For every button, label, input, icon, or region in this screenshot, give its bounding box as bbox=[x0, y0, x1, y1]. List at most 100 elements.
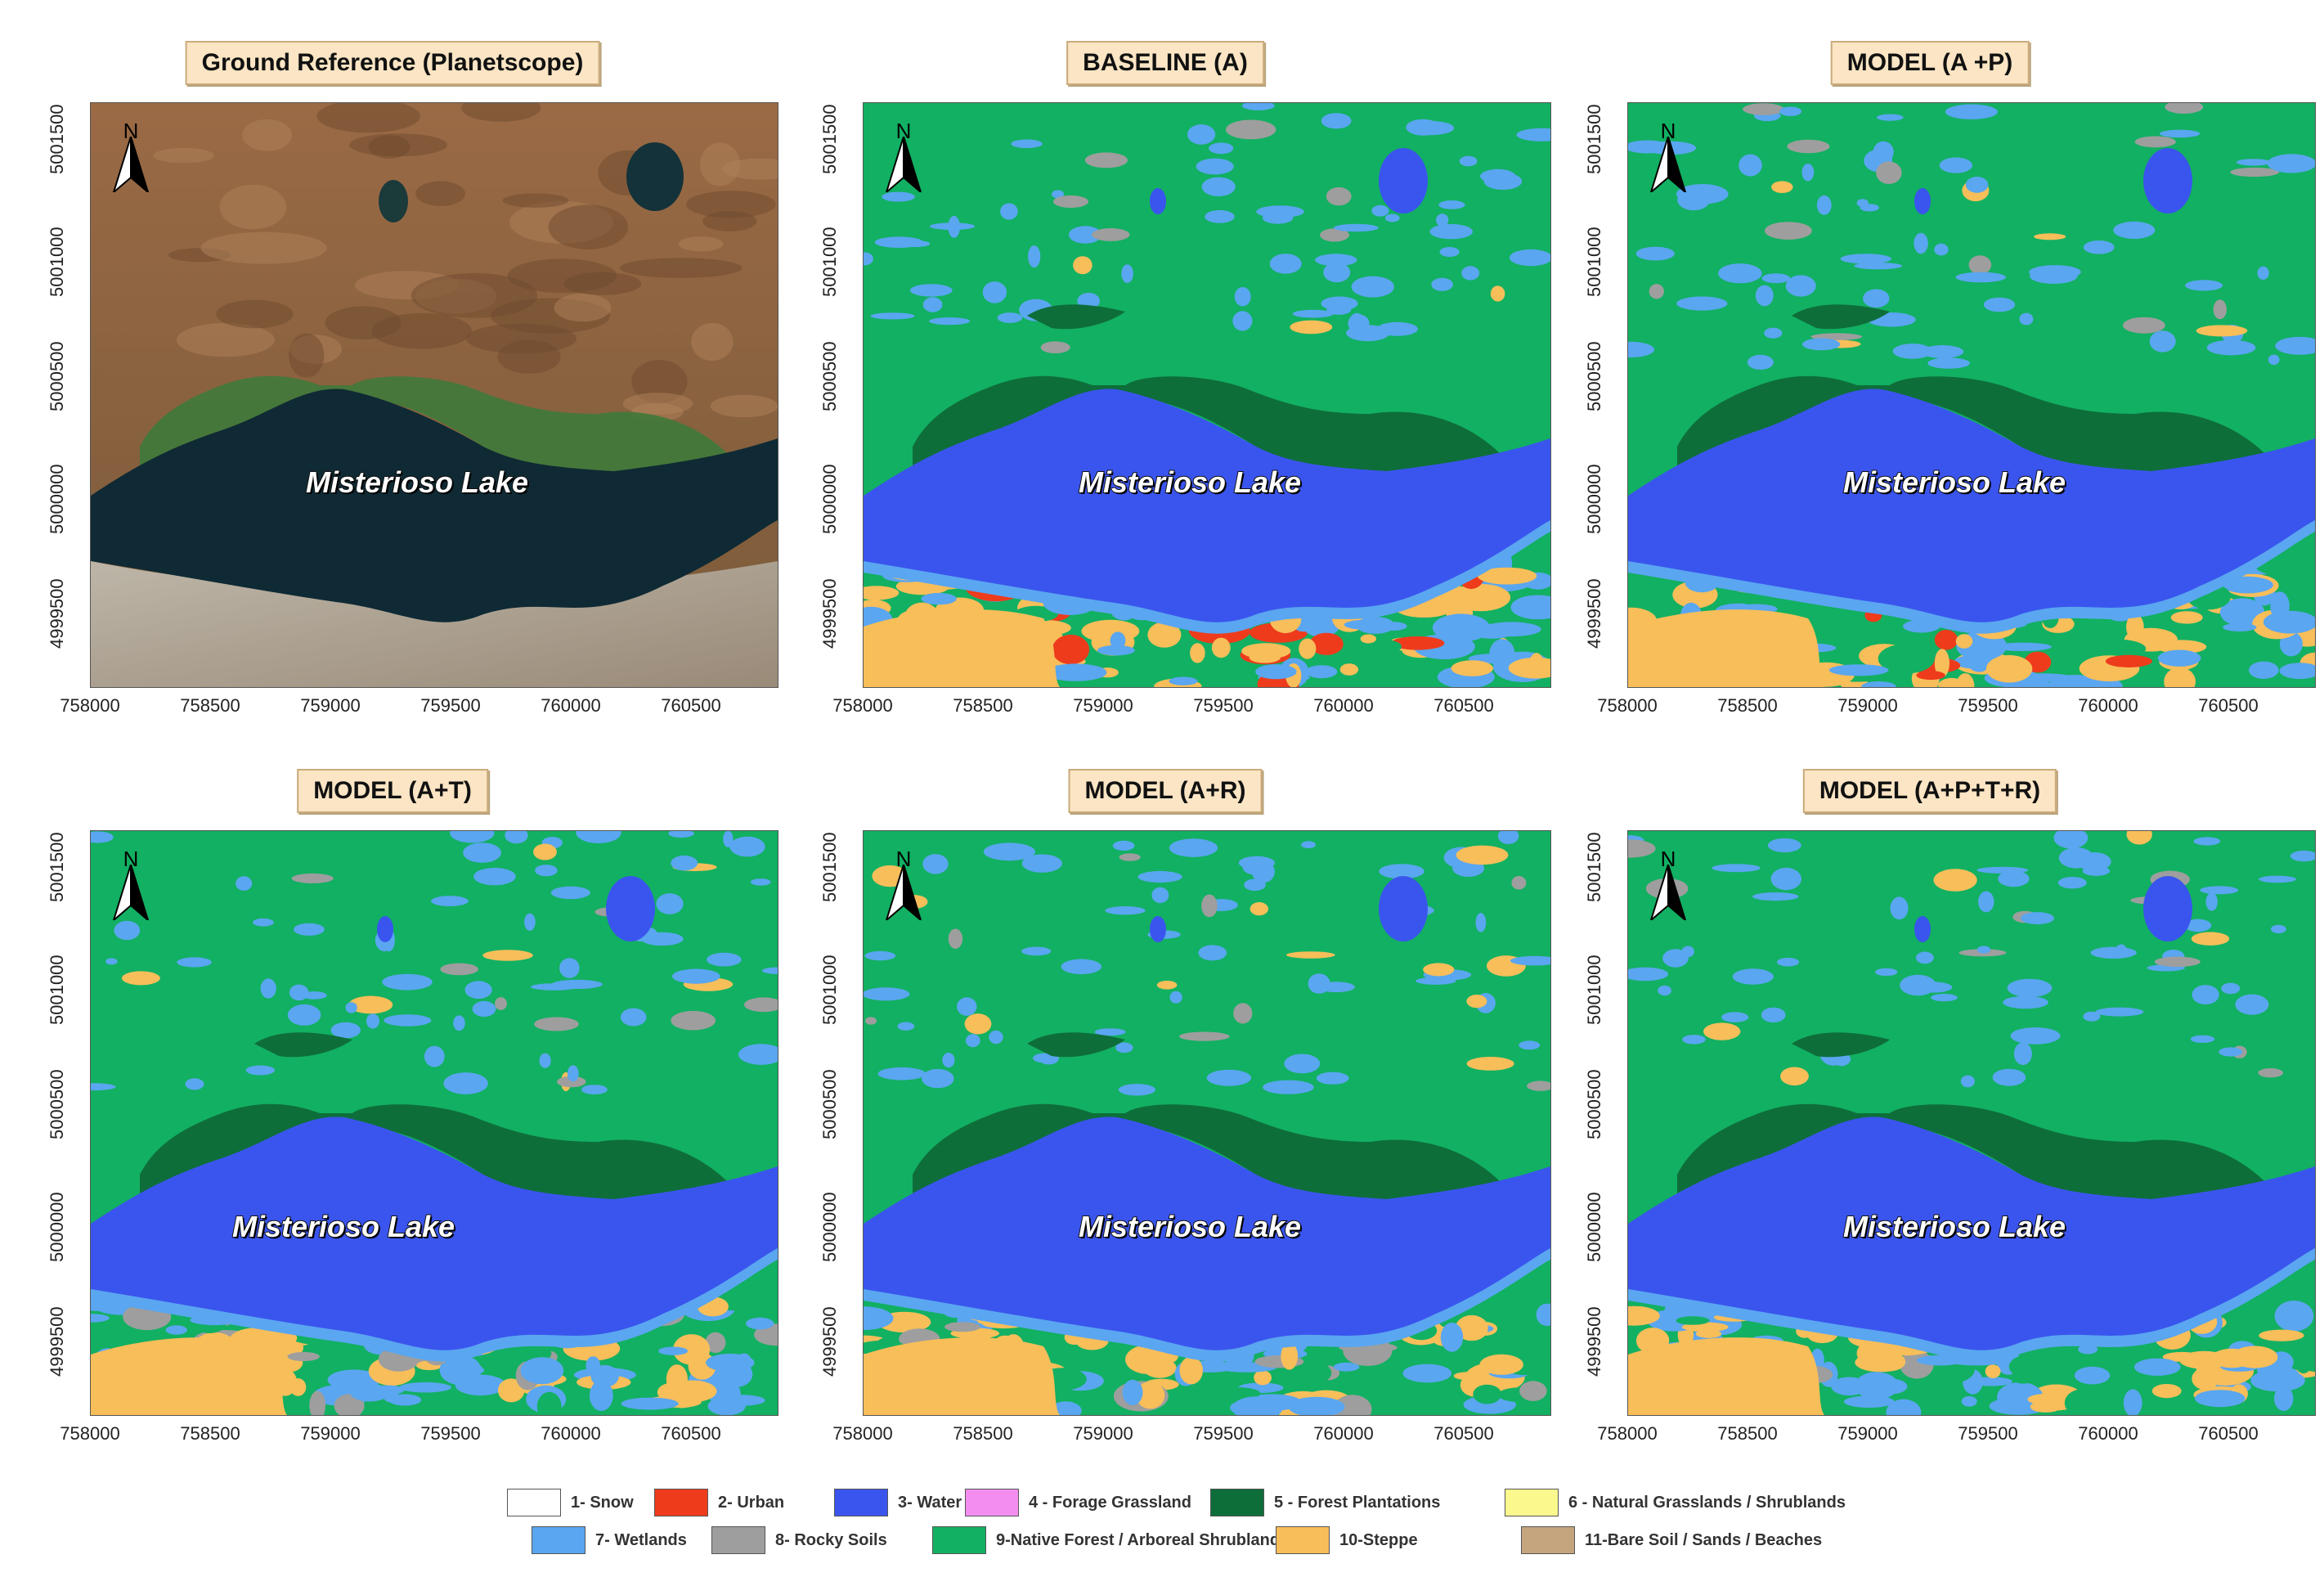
north-lake bbox=[1379, 148, 1428, 213]
panel-title: Ground Reference (Planetscope) bbox=[185, 41, 600, 85]
y-tick-label: 5001000 bbox=[47, 955, 67, 1025]
steppe-block bbox=[864, 609, 1060, 687]
legend-swatch bbox=[507, 1489, 561, 1516]
x-tick-label: 759500 bbox=[1193, 695, 1254, 716]
map-frame bbox=[1627, 102, 2316, 688]
x-tick-label: 760500 bbox=[2198, 1423, 2259, 1444]
x-tick-label: 759000 bbox=[1073, 695, 1133, 716]
legend-label: 7- Wetlands bbox=[595, 1530, 687, 1549]
legend-swatch bbox=[932, 1526, 986, 1554]
lake-water bbox=[1628, 1116, 2315, 1350]
x-tick-label: 758000 bbox=[1597, 1423, 1658, 1444]
legend-swatch bbox=[834, 1489, 888, 1516]
north-label: N bbox=[895, 847, 912, 871]
y-tick-label: 4999500 bbox=[47, 578, 67, 649]
y-tick-label: 5001000 bbox=[819, 955, 840, 1025]
x-tick-label: 759500 bbox=[420, 695, 481, 716]
y-tick-label: 5000500 bbox=[1584, 1069, 1604, 1139]
legend-label: 10-Steppe bbox=[1339, 1530, 1418, 1549]
legend-item: 9-Native Forest / Arboreal Shrublands bbox=[932, 1526, 1289, 1554]
lake-label: Misterioso Lake bbox=[1842, 465, 2066, 500]
x-tick-label: 758500 bbox=[180, 695, 240, 716]
x-tick-label: 759000 bbox=[300, 1423, 361, 1444]
legend-item: 7- Wetlands bbox=[532, 1526, 687, 1554]
x-tick-label: 758500 bbox=[180, 1423, 240, 1444]
y-tick-label: 5000000 bbox=[1584, 464, 1604, 534]
legend-item: 8- Rocky Soils bbox=[711, 1526, 887, 1554]
x-tick-label: 758000 bbox=[832, 695, 893, 716]
x-tick-label: 760000 bbox=[2078, 695, 2138, 716]
legend-item: 2- Urban bbox=[654, 1489, 784, 1516]
x-tick-label: 760000 bbox=[2078, 1423, 2138, 1444]
lake-label: Misterioso Lake bbox=[231, 1209, 455, 1244]
steppe-block bbox=[1628, 609, 1824, 687]
y-tick-label: 5000500 bbox=[1584, 341, 1604, 411]
x-tick-label: 759500 bbox=[1193, 1423, 1254, 1444]
x-tick-label: 758500 bbox=[1717, 695, 1778, 716]
legend-label: 1- Snow bbox=[571, 1493, 634, 1512]
y-tick-label: 5000000 bbox=[819, 464, 840, 534]
y-tick-label: 4999500 bbox=[47, 1306, 67, 1377]
y-tick-label: 5001000 bbox=[819, 227, 840, 297]
x-tick-label: 760500 bbox=[1433, 695, 1494, 716]
map-frame bbox=[1627, 830, 2316, 1416]
y-tick-label: 5001500 bbox=[47, 104, 67, 174]
panel-title: MODEL (A+R) bbox=[1068, 769, 1263, 813]
legend-swatch bbox=[965, 1489, 1019, 1516]
legend-label: 6 - Natural Grasslands / Shrublands bbox=[1568, 1493, 1846, 1512]
legend-swatch bbox=[654, 1489, 708, 1516]
x-tick-label: 759000 bbox=[1073, 1423, 1133, 1444]
x-tick-label: 759500 bbox=[1958, 1423, 2018, 1444]
panel-title: MODEL (A +P) bbox=[1830, 41, 2030, 85]
north-label: N bbox=[1660, 119, 1676, 143]
north-label: N bbox=[123, 847, 139, 871]
north-lake bbox=[606, 876, 655, 941]
map-frame bbox=[90, 102, 778, 688]
x-tick-label: 759500 bbox=[420, 1423, 481, 1444]
y-tick-label: 4999500 bbox=[1584, 1306, 1604, 1377]
panel-title: MODEL (A+T) bbox=[297, 769, 488, 813]
y-tick-label: 5000000 bbox=[819, 1192, 840, 1262]
y-tick-label: 4999500 bbox=[819, 1306, 840, 1377]
x-tick-label: 759000 bbox=[1837, 1423, 1898, 1444]
legend-label: 2- Urban bbox=[718, 1493, 785, 1512]
lake-water bbox=[864, 1116, 1550, 1350]
x-tick-label: 760000 bbox=[1313, 695, 1374, 716]
x-tick-label: 758000 bbox=[1597, 695, 1658, 716]
legend-item: 5 - Forest Plantations bbox=[1210, 1489, 1440, 1516]
north-lake bbox=[2143, 148, 2192, 213]
map-panel: MODEL (A+T) 5001500 5001000 5000500 5000000 4… bbox=[33, 769, 778, 1489]
y-tick-label: 5000500 bbox=[47, 1069, 67, 1139]
y-tick-label: 4999500 bbox=[1584, 578, 1604, 649]
lake-water bbox=[91, 1116, 778, 1350]
y-tick-label: 4999500 bbox=[819, 578, 840, 649]
y-tick-label: 5000500 bbox=[819, 1069, 840, 1139]
x-tick-label: 758500 bbox=[953, 1423, 1013, 1444]
y-tick-label: 5000000 bbox=[47, 1192, 67, 1262]
map-panel: MODEL (A+R) 5001500 5001000 5000500 5000000 4… bbox=[805, 769, 1551, 1489]
north-label: N bbox=[895, 119, 912, 143]
legend-item: 1- Snow bbox=[507, 1489, 634, 1516]
y-tick-label: 5001500 bbox=[819, 832, 840, 902]
map-panel: MODEL (A+P+T+R) 5001500 5001000 5000500 5000… bbox=[1570, 769, 2316, 1489]
legend-item: 3- Water bbox=[834, 1489, 962, 1516]
x-tick-label: 760000 bbox=[1313, 1423, 1374, 1444]
legend-swatch bbox=[1505, 1489, 1559, 1516]
y-tick-label: 5000000 bbox=[47, 464, 67, 534]
x-tick-label: 758000 bbox=[60, 695, 120, 716]
lake-label: Misterioso Lake bbox=[305, 465, 529, 500]
map-frame bbox=[863, 830, 1551, 1416]
x-tick-label: 760500 bbox=[661, 695, 721, 716]
north-lake bbox=[2143, 876, 2192, 941]
legend-swatch bbox=[1521, 1526, 1575, 1554]
lake-label: Misterioso Lake bbox=[1842, 1209, 2066, 1244]
y-tick-label: 5001000 bbox=[1584, 955, 1604, 1025]
legend-item: 10-Steppe bbox=[1276, 1526, 1418, 1554]
y-tick-label: 5001500 bbox=[1584, 104, 1604, 174]
map-panel: Ground Reference (Planetscope) 5001500 50… bbox=[33, 41, 778, 761]
x-tick-label: 760000 bbox=[541, 1423, 601, 1444]
y-tick-label: 5000500 bbox=[47, 341, 67, 411]
legend-item: 6 - Natural Grasslands / Shrublands bbox=[1505, 1489, 1846, 1516]
legend-label: 5 - Forest Plantations bbox=[1274, 1493, 1441, 1512]
y-tick-label: 5001500 bbox=[47, 832, 67, 902]
